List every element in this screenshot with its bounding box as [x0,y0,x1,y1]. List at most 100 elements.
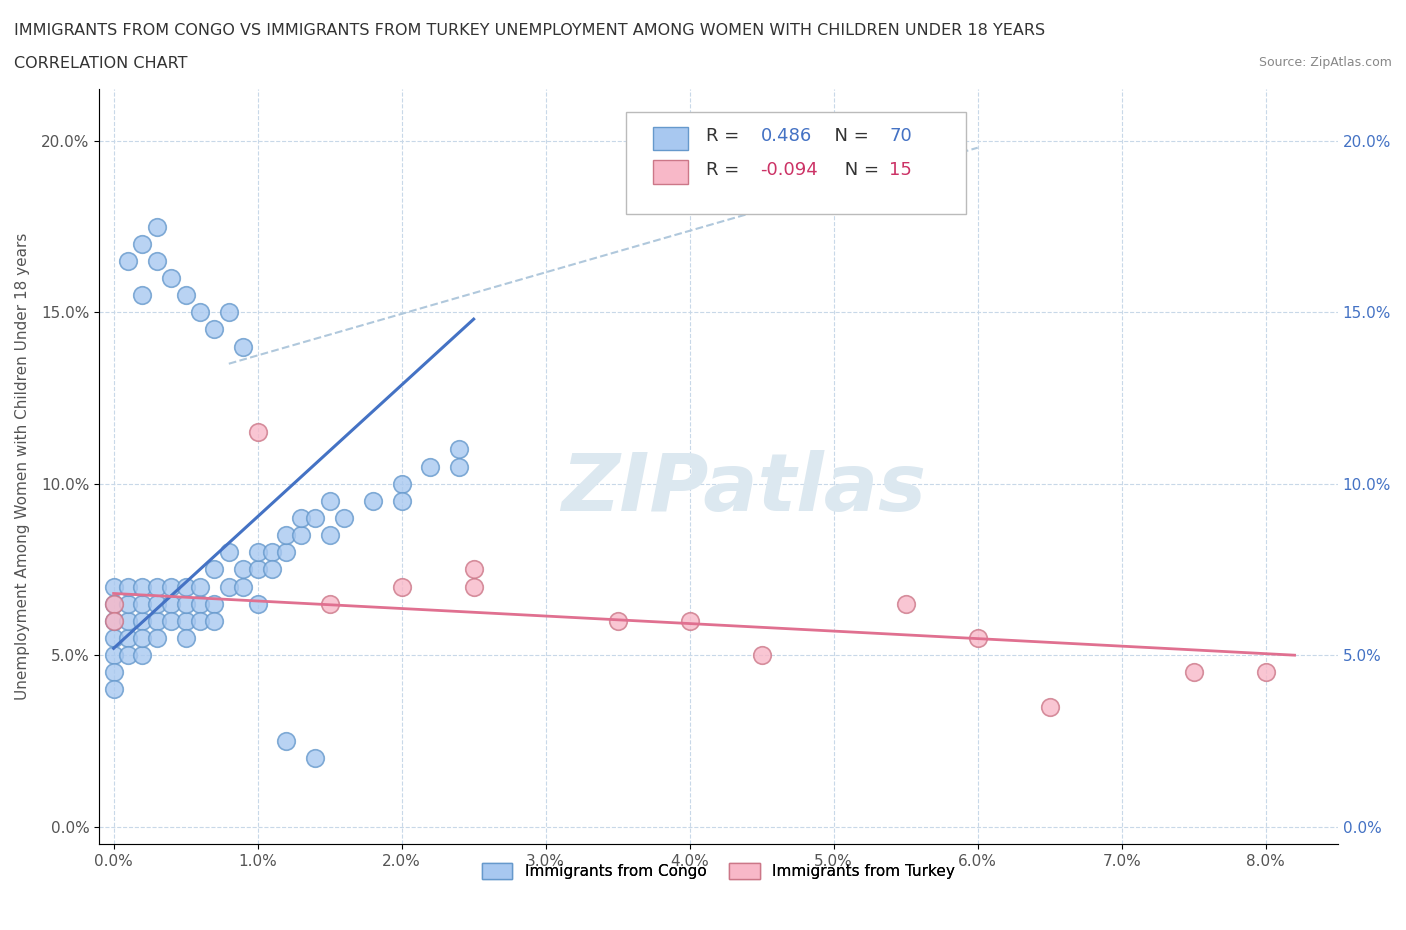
Text: 15: 15 [890,161,912,179]
Point [304,511,326,525]
Point [146,253,169,268]
Point [117,647,139,662]
Point [131,647,153,662]
Point [449,459,471,474]
Point [232,562,254,577]
Point [103,631,125,645]
Point [276,527,298,542]
Point [103,596,125,611]
Point [131,614,153,629]
Point [290,527,312,542]
Point [103,682,125,697]
Point [117,631,139,645]
Point [117,253,139,268]
Point [117,596,139,611]
Point [103,647,125,662]
Point [419,459,441,474]
Point [463,562,485,577]
Point [246,425,269,440]
Text: N =: N = [823,127,875,145]
Point [333,511,356,525]
Point [174,614,197,629]
Text: R =: R = [706,127,745,145]
Point [146,219,169,234]
Point [246,562,269,577]
Point [204,614,226,629]
FancyBboxPatch shape [626,112,966,214]
Point [103,596,125,611]
Text: CORRELATION CHART: CORRELATION CHART [14,56,187,71]
Text: 70: 70 [890,127,912,145]
Point [232,339,254,354]
Point [103,579,125,594]
Point [131,236,153,251]
Point [103,614,125,629]
Point [361,494,384,509]
Point [204,322,226,337]
Point [246,545,269,560]
Point [131,579,153,594]
Point [188,596,211,611]
Point [1182,665,1205,680]
Point [146,631,169,645]
Point [232,579,254,594]
Point [290,511,312,525]
Point [117,614,139,629]
Point [204,562,226,577]
Point [160,614,183,629]
Point [174,631,197,645]
Point [318,596,340,611]
Point [103,665,125,680]
Point [218,305,240,320]
Text: ZIPatlas: ZIPatlas [561,450,925,528]
Point [276,545,298,560]
Point [391,579,413,594]
Point [246,596,269,611]
Point [318,527,340,542]
Point [131,596,153,611]
Point [966,631,988,645]
Text: Source: ZipAtlas.com: Source: ZipAtlas.com [1258,56,1392,69]
Point [103,614,125,629]
Point [218,545,240,560]
Point [751,647,773,662]
FancyBboxPatch shape [652,126,688,150]
Point [276,734,298,749]
Point [131,631,153,645]
Text: N =: N = [838,161,884,179]
Point [606,614,628,629]
Point [318,494,340,509]
Text: R =: R = [706,161,745,179]
Point [174,287,197,302]
Point [260,562,283,577]
Point [304,751,326,765]
Point [204,596,226,611]
Point [260,545,283,560]
Point [188,614,211,629]
Point [894,596,917,611]
Point [160,271,183,286]
Point [391,494,413,509]
Point [391,476,413,491]
Point [160,596,183,611]
Point [117,579,139,594]
Point [131,287,153,302]
Point [146,596,169,611]
Point [1039,699,1062,714]
Point [1254,665,1277,680]
Text: -0.094: -0.094 [761,161,818,179]
Point [146,614,169,629]
Point [174,596,197,611]
Point [679,614,702,629]
Legend: Immigrants from Congo, Immigrants from Turkey: Immigrants from Congo, Immigrants from T… [475,857,962,885]
Y-axis label: Unemployment Among Women with Children Under 18 years: Unemployment Among Women with Children U… [15,232,30,700]
Point [188,305,211,320]
Point [188,579,211,594]
Text: IMMIGRANTS FROM CONGO VS IMMIGRANTS FROM TURKEY UNEMPLOYMENT AMONG WOMEN WITH CH: IMMIGRANTS FROM CONGO VS IMMIGRANTS FROM… [14,23,1045,38]
Point [218,579,240,594]
FancyBboxPatch shape [652,161,688,184]
Point [449,442,471,457]
Point [463,579,485,594]
Point [160,579,183,594]
Point [174,579,197,594]
